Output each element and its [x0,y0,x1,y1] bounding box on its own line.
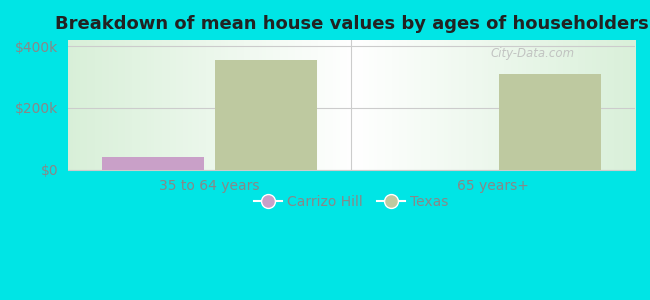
Title: Breakdown of mean house values by ages of householders: Breakdown of mean house values by ages o… [55,15,648,33]
Text: City-Data.com: City-Data.com [491,46,575,60]
Bar [215,60,317,170]
Bar [499,74,601,170]
Legend: Carrizo Hill, Texas: Carrizo Hill, Texas [248,189,454,214]
Bar [102,157,204,170]
